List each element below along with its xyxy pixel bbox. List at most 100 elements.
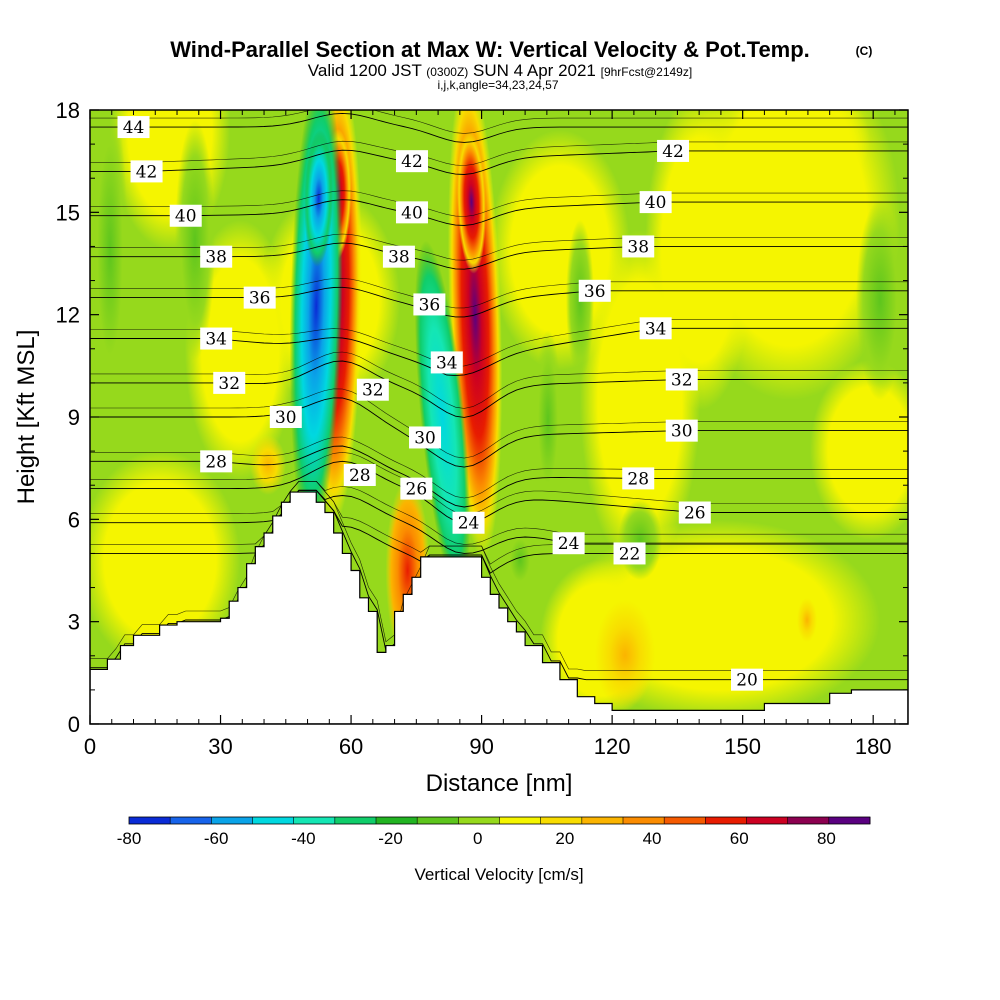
isentrope-label-box xyxy=(200,327,233,350)
colorbar-bin xyxy=(293,817,336,824)
isentrope-42 xyxy=(90,149,908,175)
isentrope-label-text: 28 xyxy=(205,452,227,472)
field-mild-up-0 xyxy=(595,600,655,710)
isentrope-label-box xyxy=(622,235,655,258)
isentrope-label-text: 32 xyxy=(362,381,384,401)
isentrope-label-box xyxy=(639,191,672,214)
x-tick-label: 120 xyxy=(594,734,631,759)
colorbar-bin xyxy=(458,817,500,824)
isentrope-label-box xyxy=(269,406,302,428)
isentrope-label-36: 36 xyxy=(413,293,446,316)
isentrope-label-28: 28 xyxy=(622,467,655,490)
isentrope-label-box xyxy=(657,139,690,162)
isentrope-label-text: 34 xyxy=(645,319,667,339)
colorbar-tick-label: 40 xyxy=(643,829,662,848)
isentrope-label-text: 24 xyxy=(558,534,580,554)
isentrope-minor-24 xyxy=(90,481,908,545)
isentrope-label-text: 34 xyxy=(205,330,227,350)
colorbar-bin xyxy=(664,817,706,824)
isentrope-label-30: 30 xyxy=(269,406,302,428)
y-axis-label: Height [Kft MSL] xyxy=(13,330,40,505)
x-tick-label: 30 xyxy=(208,734,232,759)
colorbar-bin xyxy=(746,817,789,824)
isentrope-label-20: 20 xyxy=(731,668,764,691)
isentrope-label-box xyxy=(613,542,646,565)
isentrope-label-box xyxy=(213,371,246,394)
isentrope-label-text: 26 xyxy=(406,480,428,500)
y-tick-label: 3 xyxy=(68,610,80,635)
chart-params: i,j,k,angle=34,23,24,57 xyxy=(437,78,558,92)
terrain xyxy=(90,491,908,724)
isentrope-40 xyxy=(90,199,908,226)
isentrope-label-box xyxy=(395,150,428,173)
isentrope-label-box xyxy=(678,501,711,524)
isentrope-label-text: 38 xyxy=(388,248,410,268)
colorbar-tick-label: 80 xyxy=(817,829,836,848)
field-zone-11 xyxy=(730,110,870,200)
x-tick-label: 180 xyxy=(855,734,892,759)
isentrope-label-text: 30 xyxy=(275,408,297,428)
subtitle-valid: Valid 1200 JST xyxy=(308,61,422,80)
colorbar-bin xyxy=(129,817,171,824)
isentrope-label-text: 26 xyxy=(684,504,706,524)
colorbar-bin xyxy=(540,817,583,824)
isentrope-label-40: 40 xyxy=(169,204,202,227)
field-weak-down-6 xyxy=(856,200,904,400)
isentrope-minor-36 xyxy=(90,277,908,309)
isentrope-label-40: 40 xyxy=(639,191,672,214)
isentrope-label-32: 32 xyxy=(213,371,246,394)
isentrope-label-box xyxy=(731,668,764,691)
field-weak-down-2 xyxy=(534,330,562,510)
isentrope-label-box xyxy=(400,477,433,500)
isentrope-label-text: 38 xyxy=(205,248,227,268)
plot-area: 44 42 40 38 36 34 32 30 28 42 40 38 36 34 32 30 28 26 24 42… xyxy=(90,110,908,724)
isentrope-label-box xyxy=(665,368,698,391)
isentrope-label-box xyxy=(169,204,202,227)
isentrope-24 xyxy=(90,489,908,554)
isentrope-minor-42 xyxy=(90,140,908,166)
x-tick-label: 90 xyxy=(469,734,493,759)
isentrope-label-text: 42 xyxy=(401,152,423,172)
isentrope-label-text: 24 xyxy=(458,514,480,534)
colorbar-bin xyxy=(623,817,665,824)
colorbar-bin xyxy=(499,817,542,824)
isentrope-label-box xyxy=(413,293,446,316)
y-tick-label: 18 xyxy=(56,98,80,123)
isentrope-label-box xyxy=(200,245,233,268)
colorbar-bin xyxy=(581,817,624,824)
isentrope-22 xyxy=(90,489,908,574)
isentrope-label-40: 40 xyxy=(395,201,428,224)
colorbar-bin xyxy=(787,817,830,824)
x-tick-label: 60 xyxy=(339,734,363,759)
colorbar-tick-label: -60 xyxy=(204,829,229,848)
isentrope-label-text: 38 xyxy=(627,237,649,257)
colorbar-bin xyxy=(334,817,377,824)
y-tick-label: 12 xyxy=(56,303,80,328)
subtitle-zulu: (0300Z) xyxy=(426,65,468,79)
isentrope-minor-26 xyxy=(90,451,908,515)
isentrope-minor-30 xyxy=(90,388,908,459)
isentrope-label-box xyxy=(243,286,276,309)
y-tick-label: 6 xyxy=(68,507,80,532)
isentrope-label-28: 28 xyxy=(200,450,233,473)
colorbar-bin xyxy=(170,817,212,824)
subtitle-date: SUN 4 Apr 2021 xyxy=(473,61,596,80)
colorbar-bin xyxy=(252,817,295,824)
isentrope-label-text: 30 xyxy=(414,428,436,448)
y-tick-label: 0 xyxy=(68,712,80,737)
isentrope-label-box xyxy=(622,467,655,490)
isentrope-label-text: 32 xyxy=(218,374,240,394)
isentrope-minor-22 xyxy=(90,481,908,565)
isentrope-label-text: 30 xyxy=(671,422,693,442)
isentrope-label-22: 22 xyxy=(613,542,646,565)
isentrope-label-34: 34 xyxy=(200,327,233,350)
y-tick-label: 9 xyxy=(68,405,80,430)
isentrope-label-36: 36 xyxy=(578,279,611,302)
field-mild-up-2 xyxy=(797,598,817,642)
isentrope-label-32: 32 xyxy=(356,378,389,401)
isentrope-30 xyxy=(90,397,908,468)
isentrope-36 xyxy=(90,286,908,318)
isentrope-26 xyxy=(90,460,908,524)
y-tick-label: 15 xyxy=(56,200,80,225)
